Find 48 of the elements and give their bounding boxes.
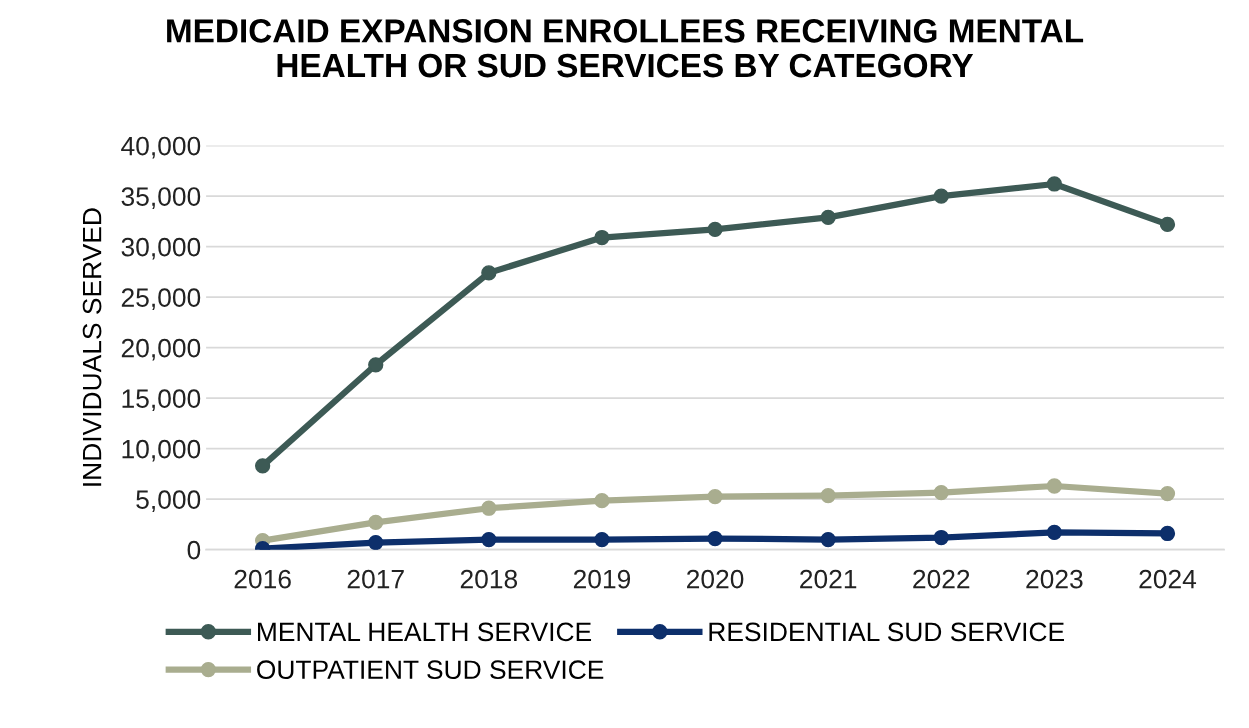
point [1046,478,1063,494]
point [707,221,723,238]
y-tick-label: 5,000 [136,490,201,513]
x-tick-label: 2016 [234,569,291,589]
point [933,188,949,204]
legend-label: MENTAL HEALTH SERVICE [258,622,592,642]
point [1159,485,1176,502]
x-tick-label: 2017 [347,569,404,589]
y-tick-label: 40,000 [121,136,201,159]
point [481,531,497,548]
x-tick-label: 2023 [1026,569,1083,589]
point [820,487,836,504]
point [368,357,384,373]
y-tick-label: 35,000 [121,187,201,210]
point [820,209,836,225]
y-axis-title: INDIVIDUALS SERVED [82,208,102,486]
chart-title: MEDICAID EXPANSION ENROLLEES RECEIVING MENTAL HEALTH OR SUD SERVICES BY CATEGORY [167,19,1084,78]
x-tick-label: 2019 [573,569,631,589]
legend-label: RESIDENTIAL SUD SERVICE [709,622,1064,642]
point [933,484,949,501]
x-tick-label: 2024 [1139,569,1197,589]
point [368,534,384,550]
x-tick-label: 2021 [800,569,857,589]
x-tick-label: 2018 [460,569,518,589]
legend-label: OUTPATIENT SUD SERVICE [257,660,604,680]
point [594,229,610,246]
point [1046,176,1063,192]
point [481,265,497,281]
y-tick-label: 15,000 [122,389,201,412]
point [707,488,723,505]
point [707,530,723,547]
point [254,458,271,474]
y-tick-label: 20,000 [121,338,201,361]
y-tick-label: 30,000 [121,237,201,260]
point [368,514,384,531]
point [594,493,610,509]
point [481,500,497,516]
point [1159,525,1176,542]
point [1159,216,1176,233]
point [594,531,610,548]
point [933,529,949,546]
y-tick-label: 25,000 [121,288,201,311]
y-tick-label: 10,000 [122,439,201,462]
y-tick-label: 0 [187,540,201,560]
x-tick-label: 2022 [913,569,970,589]
point [1046,524,1063,541]
x-tick-label: 2020 [687,569,744,589]
point [820,531,836,548]
